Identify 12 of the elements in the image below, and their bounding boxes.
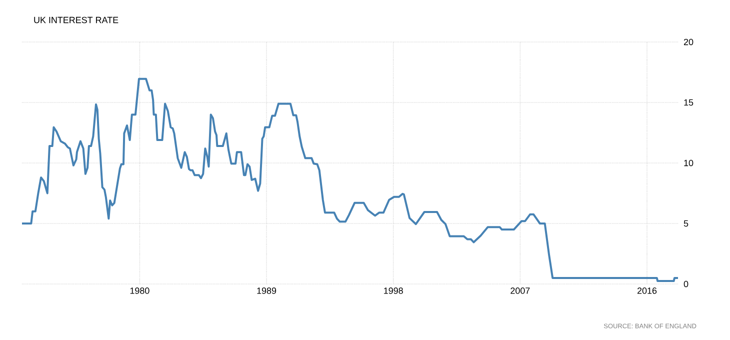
line-series — [21, 78, 680, 282]
x-tick-label: 2007 — [510, 288, 530, 294]
y-tick-label: 15 — [684, 99, 694, 106]
x-tick-label: 1980 — [130, 288, 150, 294]
x-tick-label: 1989 — [257, 288, 276, 294]
chart-title: UK INTEREST RATE — [34, 16, 118, 24]
y-tick-label: 0 — [684, 280, 688, 288]
x-tick-label: 1998 — [384, 288, 403, 294]
y-tick-label: 5 — [684, 220, 688, 227]
y-tick-label: 20 — [684, 38, 694, 46]
x-tick-label: 2016 — [637, 288, 657, 294]
y-tick-label: 10 — [684, 160, 694, 166]
